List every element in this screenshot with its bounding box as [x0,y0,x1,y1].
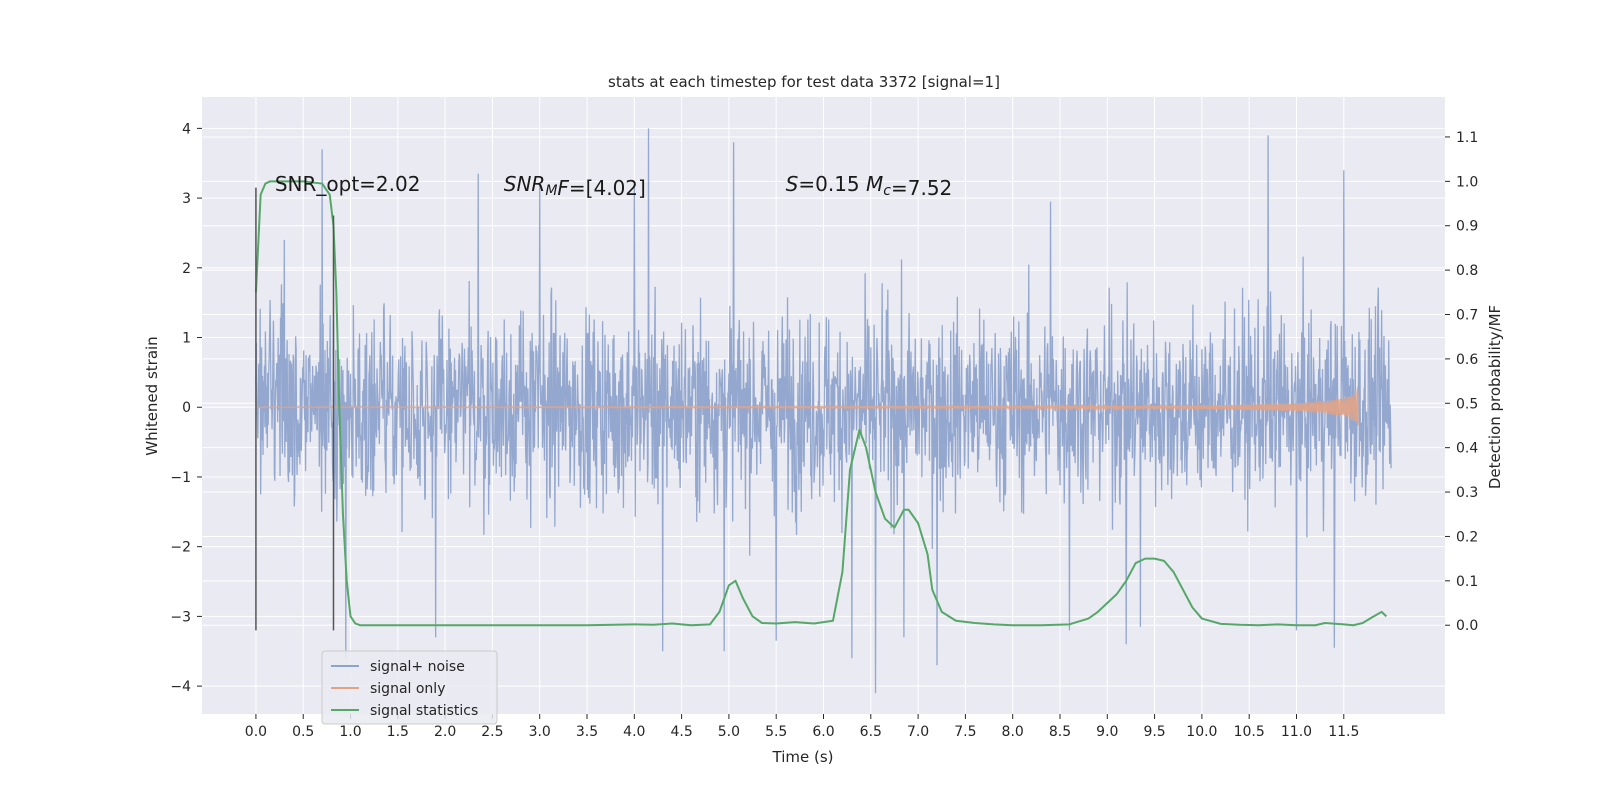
y-left-tick-label: −3 [170,609,191,625]
y-axis-right-label: Detection probability/MF [1486,305,1504,489]
annotation-part: c [883,183,891,199]
series-signal-only [255,388,1359,426]
legend-label: signal statistics [370,703,478,719]
annotation-part: =7.52 [891,176,952,200]
y-right-tick-label: 0.8 [1456,263,1478,279]
x-tick-label: 6.0 [812,724,834,740]
y-left-tick-label: −1 [170,470,191,486]
annotation-part: F [557,176,569,200]
annotation-part: =0.15 [798,172,866,196]
x-tick-label: 3.0 [529,724,551,740]
x-tick-label: 10.0 [1186,724,1217,740]
x-tick-label: 7.5 [954,724,976,740]
x-tick-label: 9.0 [1096,724,1118,740]
x-tick-label: 2.0 [434,724,456,740]
annotation-part: M [545,183,557,199]
y-right-tick-label: 1.0 [1456,174,1478,190]
y-right-tick-label: 0.4 [1456,441,1478,457]
y-left-tick-label: 4 [182,121,191,137]
y-left-tick-label: 0 [182,400,191,416]
x-tick-label: 1.5 [387,724,409,740]
x-tick-label: 8.5 [1049,724,1071,740]
x-tick-label: 10.5 [1234,724,1265,740]
legend-box [321,650,498,725]
legend-label: signal only [370,681,445,697]
y-left-tick-label: 2 [182,261,191,277]
x-tick-label: 11.5 [1328,724,1359,740]
y-right-tick-label: 0.0 [1456,618,1478,634]
annotation-part: M [866,172,883,196]
chart-title: stats at each timestep for test data 337… [608,73,1000,91]
x-tick-label: 5.5 [765,724,787,740]
y-axis-left-label: Whitened strain [143,336,161,455]
x-tick-label: 4.0 [623,724,645,740]
x-tick-label: 2.5 [481,724,503,740]
y-right-tick-label: 0.5 [1456,396,1478,412]
x-tick-label: 9.5 [1143,724,1165,740]
plot-area: 0.0 0.5 1.0 1.5 2.0 2.5 3.0 3.5 4.0 4.5 5.0 5.5 6.0 6… [170,97,1478,740]
x-tick-label: 0.0 [245,724,267,740]
x-tick-label: 3.5 [576,724,598,740]
y-right-tick-label: 0.2 [1456,529,1478,545]
x-tick-label: 4.5 [670,724,692,740]
x-tick-label: 6.5 [860,724,882,740]
x-tick-label: 7.0 [907,724,929,740]
x-tick-label: 8.0 [1002,724,1024,740]
x-tick-label: 0.5 [292,724,314,740]
x-axis-label: Time (s) [772,748,834,766]
y-right-tick-label: 0.7 [1456,308,1478,324]
annotation-part: SNR [504,172,546,196]
y-right-tick-label: 0.3 [1456,485,1478,501]
y-left-tick-label: 1 [182,331,191,347]
y-left-tick-label: 3 [182,191,191,207]
y-left-tick-label: −2 [170,540,191,556]
y-right-tick-label: 0.9 [1456,219,1478,235]
legend-label: signal+ noise [370,659,465,675]
annotation-snr-opt: SNR_opt=2.02 [275,172,421,196]
legend: signal+ noise signal only signal statistic… [321,650,498,725]
x-tick-label: 5.0 [718,724,740,740]
y-right-tick-label: 1.1 [1456,130,1478,146]
series-signal-statistics [254,180,1388,627]
annotation-part: =[4.02] [569,176,646,200]
series-signal-plus-noise [255,128,1392,694]
y-right-tick-label: 0.6 [1456,352,1478,368]
y-left-tick-label: −4 [170,679,191,695]
annotation-snr-mf: SNRMF=[4.02] [504,172,646,200]
x-tick-label: 11.0 [1281,724,1312,740]
annotation-s-mc: S=0.15 Mc=7.52 [786,172,953,200]
y-right-tick-label: 0.1 [1456,574,1478,590]
x-tick-label: 1.0 [339,724,361,740]
annotation-part: S [786,172,799,196]
